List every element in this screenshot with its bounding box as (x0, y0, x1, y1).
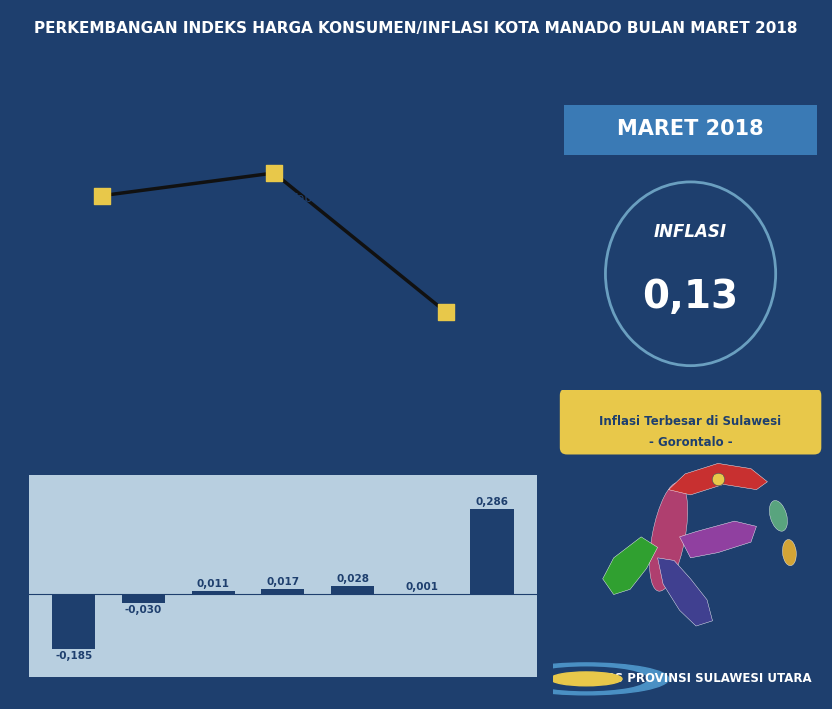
Point (95, 190, 108, 201)
Text: 0,028: 0,028 (336, 574, 369, 584)
Text: Pergerakan Inflasi Kota Manado 2018: Pergerakan Inflasi Kota Manado 2018 (62, 102, 459, 121)
Text: Inflasi Terbesar di Sulawesi: Inflasi Terbesar di Sulawesi (600, 415, 781, 428)
Ellipse shape (650, 483, 688, 591)
Point (439, 307, 453, 318)
Text: 0,286: 0,286 (475, 497, 508, 507)
Circle shape (526, 667, 646, 691)
Text: 0,56: 0,56 (266, 140, 299, 153)
Text: 0,13: 0,13 (463, 283, 497, 296)
Text: BPS PROVINSI SULAWESI UTARA: BPS PROVINSI SULAWESI UTARA (597, 672, 811, 686)
Text: Pengeluaran Terhadap Inflasi: Pengeluaran Terhadap Inflasi (67, 421, 355, 440)
Bar (261, 589, 305, 594)
Text: 0,001: 0,001 (406, 582, 438, 592)
Text: BRS NO.21/04/TH. XII, 02 APRIL 2018: BRS NO.21/04/TH. XII, 02 APRIL 2018 (294, 66, 538, 79)
Circle shape (504, 663, 669, 695)
Ellipse shape (782, 540, 796, 566)
Polygon shape (657, 558, 712, 626)
Bar (52, 594, 96, 649)
Text: (2012=100): (2012=100) (215, 132, 306, 147)
Text: Icon: Flaticon: Icon: Flaticon (468, 689, 532, 699)
Text: 0,13: 0,13 (642, 279, 739, 316)
Text: MARET 2018: MARET 2018 (617, 119, 764, 140)
Text: -0,185: -0,185 (55, 651, 92, 661)
Text: PERKEMBANGAN INDEKS HARGA KONSUMEN/INFLASI KOTA MANADO BULAN MARET 2018: PERKEMBANGAN INDEKS HARGA KONSUMEN/INFLA… (34, 21, 798, 36)
Bar (331, 586, 374, 594)
Bar (470, 509, 513, 594)
Ellipse shape (770, 501, 787, 531)
Text: INFLASI: INFLASI (654, 223, 727, 241)
Text: -0,030: -0,030 (125, 605, 162, 615)
Text: - Gorontalo -: - Gorontalo - (649, 436, 732, 449)
Bar (121, 594, 165, 603)
Text: Februari: Februari (291, 192, 343, 205)
Bar (191, 591, 235, 594)
FancyBboxPatch shape (559, 387, 822, 455)
FancyBboxPatch shape (564, 105, 817, 155)
Polygon shape (680, 521, 756, 558)
Polygon shape (669, 464, 767, 495)
Polygon shape (602, 537, 657, 595)
Text: 0,011: 0,011 (196, 579, 230, 589)
Text: Januari: Januari (72, 215, 115, 228)
Text: Maret: Maret (463, 322, 499, 335)
Text: 0,017: 0,017 (266, 577, 300, 587)
Point (267, 167, 280, 179)
Circle shape (600, 176, 781, 372)
Circle shape (551, 672, 622, 686)
Text: Sumbangan / Andil (%) Kelompok: Sumbangan / Andil (%) Kelompok (47, 398, 374, 416)
Text: 0,49: 0,49 (77, 163, 109, 176)
